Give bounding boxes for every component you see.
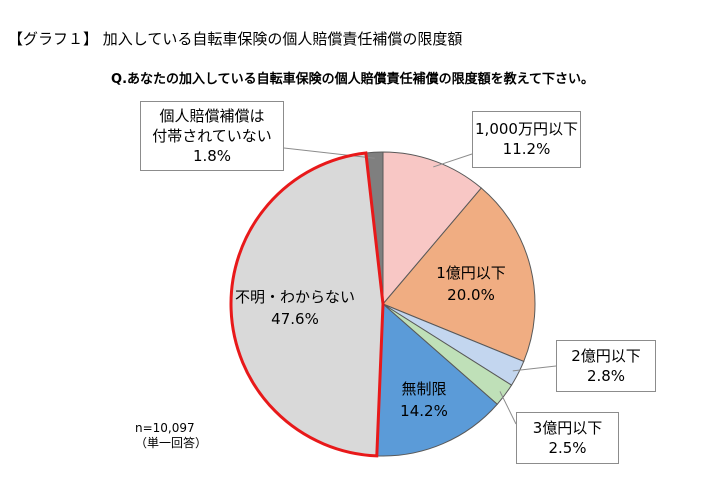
slice-value-3oku: 2.5% — [548, 439, 587, 457]
leader-line-1000man — [433, 153, 473, 168]
label-1oku: 1億円以下 20.0% — [416, 262, 526, 306]
sample-note: n=10,097 （単一回答） — [135, 421, 207, 451]
leader-line-3oku — [499, 391, 517, 425]
answer-type: （単一回答） — [135, 436, 208, 450]
slice-value-1oku: 20.0% — [447, 286, 495, 304]
pie-slice-1000man — [382, 151, 482, 306]
slice-label-fumei: 不明・わからない — [234, 288, 355, 306]
pie-slice-mugen — [376, 302, 498, 457]
slice-value-2oku: 2.8% — [586, 367, 626, 385]
label-box-1000man: 1,000万円以下 11.2% — [472, 111, 581, 168]
question-text: Q.あなたの加入している自転車保険の個人賠償責任補償の限度額を教えて下さい。 — [111, 72, 594, 87]
slice-label-1oku: 1億円以下 — [436, 264, 506, 282]
figure-title: 【グラフ１】 加入している自転車保険の個人賠償責任補償の限度額 — [8, 30, 463, 48]
label-fumei: 不明・わからない 47.6% — [225, 286, 365, 330]
label-box-futai: 個人賠償補償は 付帯されていない 1.8% — [140, 101, 284, 171]
label-box-2oku: 2億円以下 2.8% — [556, 340, 656, 392]
slice-value-futai: 1.8% — [192, 147, 232, 165]
slice-label-futai-line2: 付帯されていない — [152, 127, 272, 145]
slice-value-1000man: 11.2% — [502, 140, 551, 158]
slice-label-2oku: 2億円以下 — [571, 347, 641, 365]
slice-label-mugen: 無制限 — [401, 380, 447, 398]
slice-value-fumei: 47.6% — [271, 310, 319, 328]
highlight-outline — [229, 151, 385, 458]
pie-slice-1oku — [382, 187, 536, 363]
sample-size: n=10,097 — [135, 421, 195, 435]
slice-value-mugen: 14.2% — [400, 402, 448, 420]
slice-label-1000man: 1,000万円以下 — [475, 120, 578, 138]
label-mugen: 無制限 14.2% — [374, 378, 474, 422]
leader-line-futai — [283, 147, 375, 159]
slice-label-3oku: 3億円以下 — [532, 419, 603, 437]
slice-label-futai-line1: 個人賠償補償は — [159, 107, 265, 125]
label-box-3oku: 3億円以下 2.5% — [516, 412, 619, 464]
leader-line-2oku — [512, 365, 557, 372]
